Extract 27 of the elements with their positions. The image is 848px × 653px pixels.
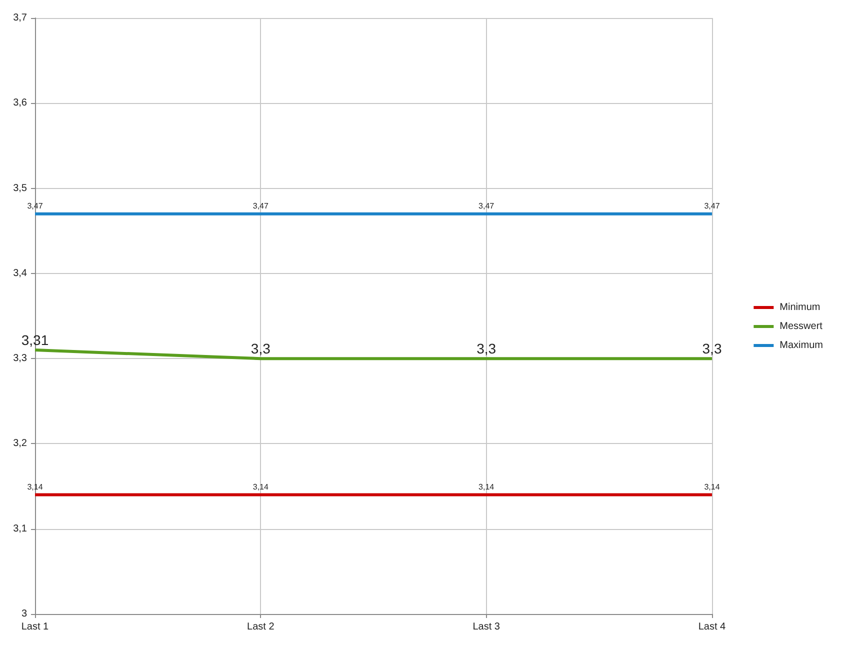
legend-label: Maximum bbox=[780, 340, 824, 351]
y-tick-label: 3,6 bbox=[13, 98, 28, 109]
data-label: 3,47 bbox=[478, 201, 495, 210]
data-label: 3,14 bbox=[252, 482, 269, 492]
data-label: 3,14 bbox=[478, 482, 495, 492]
y-tick-label: 3,4 bbox=[13, 268, 28, 279]
data-label: 3,3 bbox=[476, 340, 496, 357]
y-tick-label: 3,7 bbox=[13, 12, 28, 24]
data-label: 3,3 bbox=[702, 340, 722, 357]
legend-label: Messwert bbox=[780, 321, 823, 332]
x-tick-label: Last 2 bbox=[247, 622, 275, 632]
y-tick-label: 3,2 bbox=[13, 438, 28, 450]
data-label: 3,31 bbox=[21, 332, 49, 348]
data-label: 3,14 bbox=[704, 482, 720, 492]
x-tick-label: Last 4 bbox=[698, 622, 726, 632]
data-label: 3,47 bbox=[252, 201, 269, 210]
x-tick-label: Last 1 bbox=[21, 622, 50, 632]
data-label: 3,14 bbox=[27, 482, 44, 492]
legend-label: Minimum bbox=[780, 302, 820, 313]
y-tick-label: 3 bbox=[21, 608, 28, 620]
y-tick-label: 3,3 bbox=[13, 353, 28, 364]
data-label: 3,47 bbox=[704, 201, 720, 210]
y-tick-label: 3,1 bbox=[13, 523, 28, 534]
data-label: 3,47 bbox=[27, 201, 44, 210]
y-tick-label: 3,5 bbox=[13, 182, 28, 194]
x-tick-label: Last 3 bbox=[472, 622, 500, 632]
data-label: 3,3 bbox=[250, 340, 271, 357]
